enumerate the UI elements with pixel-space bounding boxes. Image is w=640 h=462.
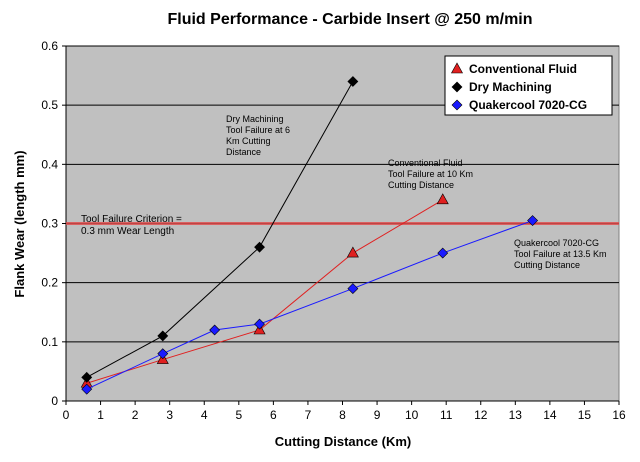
criterion-label-line: 0.3 mm Wear Length bbox=[81, 226, 174, 237]
data-point-diamond bbox=[81, 383, 93, 395]
annotation-line: Distance bbox=[226, 147, 261, 157]
x-tick-label: 15 bbox=[578, 408, 592, 422]
annotation-line: Km Cutting bbox=[226, 136, 271, 146]
x-tick-label: 1 bbox=[97, 408, 104, 422]
x-tick-label: 9 bbox=[374, 408, 381, 422]
series-1 bbox=[81, 76, 359, 383]
data-point-diamond bbox=[437, 247, 449, 259]
data-point-diamond bbox=[347, 76, 359, 87]
y-tick-label: 0.5 bbox=[41, 98, 58, 112]
data-point-diamond bbox=[451, 99, 463, 111]
x-tick-label: 7 bbox=[305, 408, 312, 422]
y-tick-label: 0.3 bbox=[41, 217, 58, 231]
annotation-line: Tool Failure at 13.5 Km bbox=[514, 249, 607, 259]
y-tick-label: 0.4 bbox=[41, 157, 58, 171]
x-tick-label: 13 bbox=[509, 408, 523, 422]
annotation-line: Dry Machining bbox=[226, 114, 284, 124]
x-tick-label: 16 bbox=[612, 408, 626, 422]
x-tick-label: 12 bbox=[474, 408, 488, 422]
x-tick-label: 6 bbox=[270, 408, 277, 422]
data-point-diamond bbox=[157, 348, 169, 360]
data-point-diamond bbox=[527, 215, 539, 226]
x-tick-label: 0 bbox=[63, 408, 70, 422]
y-axis-label: Flank Wear (length mm) bbox=[12, 150, 27, 297]
annotation-line: Cutting Distance bbox=[514, 260, 580, 270]
x-tick-label: 14 bbox=[543, 408, 557, 422]
data-point-diamond bbox=[254, 241, 265, 253]
data-point-diamond bbox=[451, 81, 463, 93]
legend: Conventional Fluid Dry Machining Quakercoo… bbox=[444, 55, 613, 116]
x-tick-label: 8 bbox=[339, 408, 346, 422]
data-point-triangle bbox=[450, 62, 464, 74]
criterion-label: Tool Failure Criterion = 0.3 mm Wear Leng… bbox=[81, 214, 182, 237]
annotation-line: Tool Failure at 6 bbox=[226, 125, 290, 135]
annotation-line: Tool Failure at 10 Km bbox=[388, 169, 473, 179]
x-tick-label: 3 bbox=[166, 408, 173, 422]
x-tick-label: 10 bbox=[405, 408, 419, 422]
annotation-line: Cutting Distance bbox=[388, 180, 454, 190]
x-tick-label: 11 bbox=[440, 408, 453, 422]
data-point-diamond bbox=[209, 324, 221, 336]
y-tick-label: 0.2 bbox=[41, 276, 58, 290]
annotations: Dry Machining Tool Failure at 6 Km Cutting… bbox=[226, 114, 607, 270]
x-tick-label: 2 bbox=[132, 408, 139, 422]
annotation-1: Conventional Fluid Tool Failure at 10 Km C… bbox=[388, 158, 473, 190]
legend-entry-label: Quakercool 7020-CG bbox=[469, 98, 587, 112]
y-tick-label: 0.1 bbox=[41, 335, 58, 349]
data-point-diamond bbox=[254, 318, 265, 330]
series-0 bbox=[80, 193, 449, 388]
y-tick-label: 0 bbox=[51, 394, 58, 408]
data-point-diamond bbox=[81, 371, 93, 383]
y-tick-label: 0.6 bbox=[41, 39, 58, 53]
chart-title: Fluid Performance - Carbide Insert @ 250… bbox=[167, 11, 532, 28]
series-2 bbox=[81, 215, 539, 395]
series-line bbox=[86, 81, 354, 378]
annotation-line: Conventional Fluid bbox=[388, 158, 463, 168]
data-point-diamond bbox=[347, 283, 359, 295]
legend-entry-label: Conventional Fluid bbox=[469, 62, 577, 76]
data-point-triangle bbox=[346, 246, 359, 258]
legend-entry-label: Dry Machining bbox=[469, 80, 552, 94]
data-point-diamond bbox=[157, 330, 169, 342]
criterion-label-line: Tool Failure Criterion = bbox=[81, 214, 182, 225]
annotation-0: Dry Machining Tool Failure at 6 Km Cutting… bbox=[226, 114, 290, 157]
x-tick-label: 5 bbox=[235, 408, 242, 422]
data-point-triangle bbox=[436, 193, 449, 205]
x-axis-label: Cutting Distance (Km) bbox=[275, 434, 412, 449]
annotation-2: Quakercool 7020-CG Tool Failure at 13.5 K… bbox=[514, 238, 607, 270]
annotation-line: Quakercool 7020-CG bbox=[514, 238, 599, 248]
legend-box bbox=[444, 55, 613, 116]
x-tick-label: 4 bbox=[201, 408, 208, 422]
